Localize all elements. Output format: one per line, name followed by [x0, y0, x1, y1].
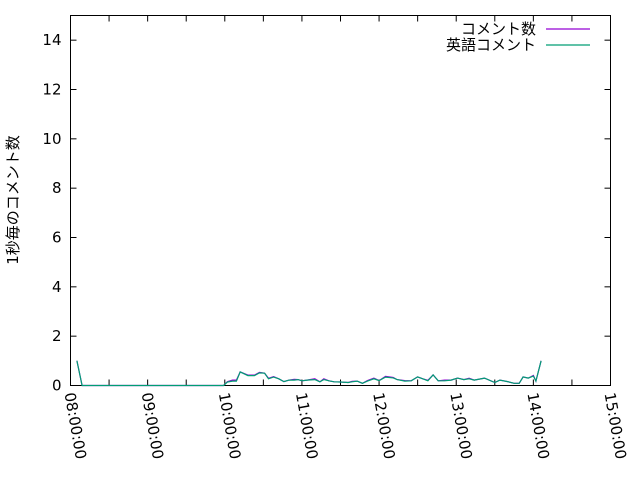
- x-tick-label: 08:00:00: [61, 391, 90, 460]
- y-tick-label: 8: [52, 179, 62, 197]
- y-tick-label: 14: [42, 31, 61, 49]
- x-tick-label: 15:00:00: [601, 391, 630, 460]
- x-tick-label: 14:00:00: [523, 391, 552, 460]
- y-tick-label: 10: [42, 130, 61, 148]
- x-tick-label: 11:00:00: [292, 391, 321, 460]
- x-tick-label: 09:00:00: [138, 391, 167, 460]
- y-tick-label: 6: [52, 229, 62, 247]
- series-line-1: [76, 360, 542, 387]
- x-tick-label: 13:00:00: [446, 391, 475, 460]
- y-tick-label: 12: [42, 81, 61, 99]
- y-tick-label: 0: [52, 377, 62, 395]
- plot-border: [70, 15, 611, 386]
- legend-label: 英語コメント: [446, 36, 536, 54]
- x-tick-label: 10:00:00: [215, 391, 244, 460]
- series-line-0: [76, 360, 542, 387]
- x-tick-label: 12:00:00: [369, 391, 398, 460]
- legend-label: コメント数: [461, 20, 536, 38]
- y-axis-label: 1秒毎のコメント数: [4, 135, 22, 265]
- y-tick-label: 4: [52, 278, 62, 296]
- y-tick-label: 2: [52, 327, 62, 345]
